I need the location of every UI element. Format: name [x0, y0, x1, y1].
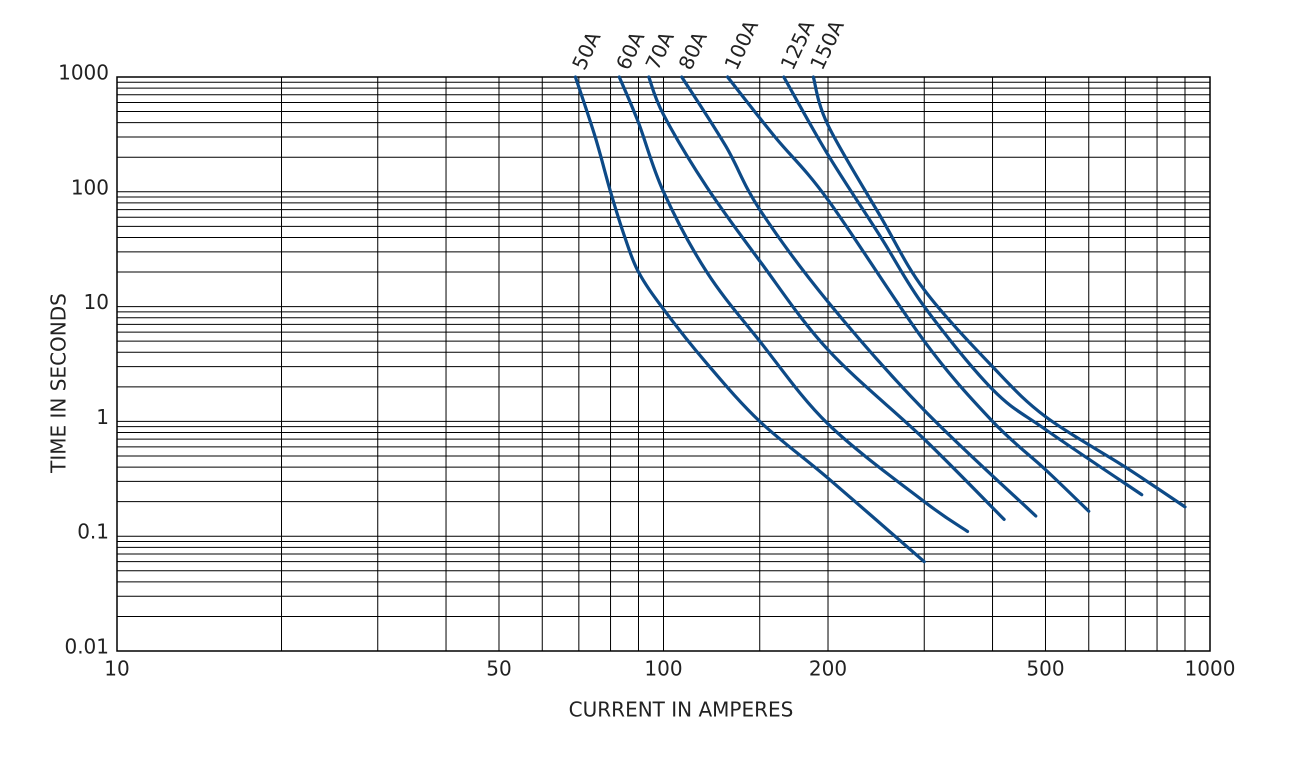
- fuse-curve: [811, 75, 1187, 509]
- fuse-curve: [782, 75, 1144, 497]
- curve-label: 100A: [719, 16, 763, 73]
- fuse-curve: [725, 75, 1091, 513]
- fuse-curve: [647, 75, 1006, 522]
- y-tick-label: 10: [84, 290, 109, 314]
- y-tick-label: 0.1: [77, 520, 109, 544]
- y-tick-label: 0.01: [64, 635, 109, 659]
- y-tick-label: 100: [71, 175, 109, 199]
- curve-label: 80A: [674, 28, 712, 74]
- plot-border: [116, 76, 1211, 652]
- y-tick-label: 1: [96, 405, 109, 429]
- x-tick-label: 1000: [1185, 657, 1236, 681]
- fuse-curve: [617, 75, 970, 534]
- x-tick-label: 10: [104, 657, 129, 681]
- x-tick-label: 100: [644, 657, 682, 681]
- fuse-curve: [573, 75, 926, 564]
- fuse-curve: [680, 75, 1038, 518]
- curve-label: 70A: [641, 28, 679, 74]
- x-tick-label: 200: [809, 657, 847, 681]
- y-tick-label: 1000: [58, 61, 109, 85]
- curve-label: 60A: [611, 28, 649, 74]
- y-axis-title: TIME IN SECONDS: [47, 293, 71, 474]
- curve-label: 50A: [567, 28, 605, 74]
- x-tick-label: 500: [1026, 657, 1064, 681]
- x-axis-title: CURRENT IN AMPERES: [569, 698, 794, 722]
- x-tick-label: 50: [486, 657, 511, 681]
